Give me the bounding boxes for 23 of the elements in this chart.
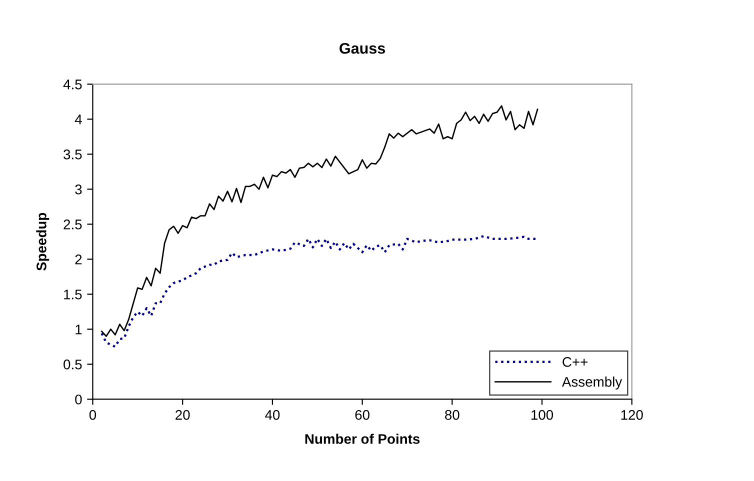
y-tick-label: 1 bbox=[76, 324, 82, 334]
x-tick-label: 0 bbox=[89, 410, 96, 420]
x-axis-title: Number of Points bbox=[305, 434, 420, 444]
chart-title: Gauss bbox=[340, 42, 386, 54]
x-tick-label: 100 bbox=[531, 410, 554, 420]
y-tick-label: 2.5 bbox=[64, 220, 82, 230]
y-tick-label: 3.5 bbox=[64, 150, 82, 160]
y-tick-label: 2 bbox=[75, 254, 82, 264]
x-tick-label: 120 bbox=[621, 410, 643, 420]
x-tick-label: 80 bbox=[445, 410, 460, 420]
legend-label: Assembly bbox=[562, 376, 622, 390]
legend-label: C++ bbox=[562, 357, 588, 367]
y-tick-label: 1.5 bbox=[64, 290, 82, 300]
y-axis-title: Speedup bbox=[36, 212, 50, 271]
line-series bbox=[101, 105, 538, 337]
y-tick-label: 3 bbox=[75, 184, 82, 194]
x-tick-label: 20 bbox=[176, 410, 190, 420]
x-tick-label: 40 bbox=[265, 410, 280, 420]
y-tick-label: 0 bbox=[75, 394, 82, 404]
y-tick-label: 4.5 bbox=[63, 80, 82, 90]
x-tick-label: 60 bbox=[355, 410, 370, 420]
y-tick-label: 4 bbox=[74, 114, 82, 124]
y-tick-label: 0.5 bbox=[64, 360, 82, 370]
